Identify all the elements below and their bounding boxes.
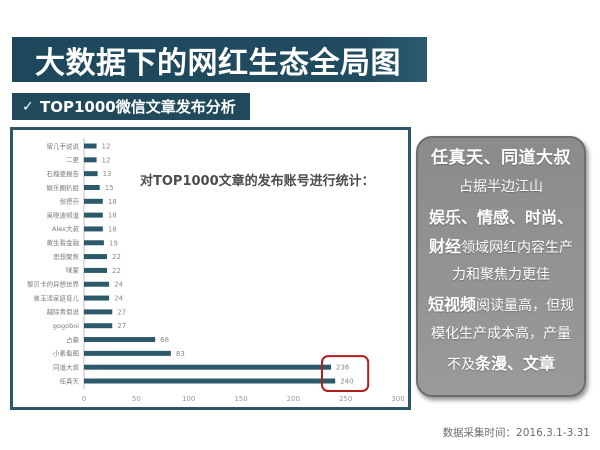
bar [84,364,332,370]
summary-line: 不及条漫、文章 [418,349,584,378]
category-label: 留几手说说 [47,141,80,150]
summary-emphasis: 财经 [428,236,461,256]
category-label: 思想聚焦 [53,252,80,261]
title-banner: 大数据下的网红生态全局图 [12,37,427,82]
x-tick-label: 50 [132,395,141,403]
summary-line: 短视频阅读量高，但规 [418,290,584,319]
category-label: 黄生看金融 [47,238,80,247]
value-label: 18 [108,198,117,206]
value-label: 18 [108,225,117,233]
value-label: 68 [160,336,169,344]
value-label: 27 [117,308,126,316]
category-label: 二更 [66,156,80,164]
subtitle-banner: ✓ TOP1000微信文章发布分析 [12,93,250,120]
category-label: 吴晓波频道 [47,210,80,219]
bar [84,323,113,329]
category-label: 崔玉涛家庭育儿 [34,293,80,302]
category-label: 娱乐圈扒姐 [47,183,80,192]
category-label: 咪蒙 [66,266,80,275]
summary-line: 模化生产成本高，产量 [418,320,584,349]
bar [84,240,104,246]
value-label: 27 [117,322,126,330]
summary-emphasis: 娱乐、情感、时尚、 [428,207,573,227]
value-label: 12 [102,156,111,164]
x-tick-label: 300 [391,395,404,403]
value-label: 18 [108,212,117,220]
check-icon: ✓ [22,98,34,115]
bar [84,295,110,301]
summary-line: 财经领域网红内容生产 [418,232,584,261]
value-label: 24 [114,295,123,303]
category-label: 占豪 [66,335,80,344]
bar [84,143,97,149]
summary-emphasis: 短视频 [427,295,476,315]
highlight-box [321,355,370,393]
value-label: 19 [109,239,118,247]
category-label: 任真天 [60,376,80,385]
bar [84,212,103,218]
summary-line: 娱乐、情感、时尚、 [418,203,584,232]
bar [84,254,108,260]
bar [84,309,113,315]
bar [84,267,108,273]
category-label: 越除青假说 [47,307,80,316]
value-label: 236 [336,364,350,372]
summary-line: 力和聚焦力更佳 [418,261,584,290]
bar-chart: 对TOP1000文章的发布账号进行统计： 留几手说说 12 二更 12 石榴婆报告 13 娱乐… [27,138,405,403]
summary-text: 领域网红内容生产 [461,239,573,256]
data-collection-date: 数据采集时间：2016.3.1-3.31 [442,427,590,439]
bar [84,378,336,384]
category-label: Alex大叔 [52,224,79,233]
bar [84,226,103,232]
summary-line: 任真天、同道大叔 [418,144,584,173]
chart-annotation: 对TOP1000文章的发布账号进行统计： [140,173,375,189]
value-label: 22 [112,267,121,275]
category-label: 同道大叔 [53,362,80,371]
value-label: 83 [176,350,185,358]
category-label: 石榴婆报告 [47,169,80,178]
chart-frame: 对TOP1000文章的发布账号进行统计： 留几手说说 12 二更 12 石榴婆报告 13 娱乐… [10,127,411,410]
bar [84,337,156,343]
x-tick-label: 150 [234,395,247,403]
summary-headline: 任真天、同道大叔 [431,148,571,168]
summary-text: 占据半边江山 [459,179,543,196]
value-label: 15 [105,184,114,192]
summary-text: 不及 [446,357,475,374]
x-tick-label: 100 [182,395,195,403]
x-tick-label: 250 [339,395,352,403]
bar [84,184,100,190]
category-label: 小素看图 [53,349,79,358]
summary-panel: 任真天、同道大叔 占据半边江山 娱乐、情感、时尚、 财经领域网红内容生产 力和聚… [416,136,586,397]
slide-title: 大数据下的网红生态全局图 [35,45,401,81]
value-label: 13 [103,170,112,178]
category-label: 黎贝卡的异想世界 [27,280,80,289]
x-tick-label: 0 [82,395,86,403]
summary-line: 占据半边江山 [418,173,584,202]
value-label: 12 [102,143,111,151]
value-label: 240 [340,378,353,386]
slide-subtitle: TOP1000微信文章发布分析 [40,98,236,116]
value-label: 22 [112,253,121,261]
bar [84,281,110,287]
bar [84,171,98,177]
bar [84,198,103,204]
summary-emphasis: 条漫、文章 [474,354,555,374]
x-tick-label: 200 [287,395,300,403]
summary-text: 模化生产成本高，产量 [431,325,571,342]
category-label: gogoboi [53,322,79,330]
bar [84,157,97,163]
value-label: 24 [114,281,123,289]
summary-text: 阅读量高，但规 [476,298,574,315]
category-label: 张德芬 [60,197,80,206]
summary-text: 力和聚焦力更佳 [452,267,550,284]
bar [84,350,171,356]
